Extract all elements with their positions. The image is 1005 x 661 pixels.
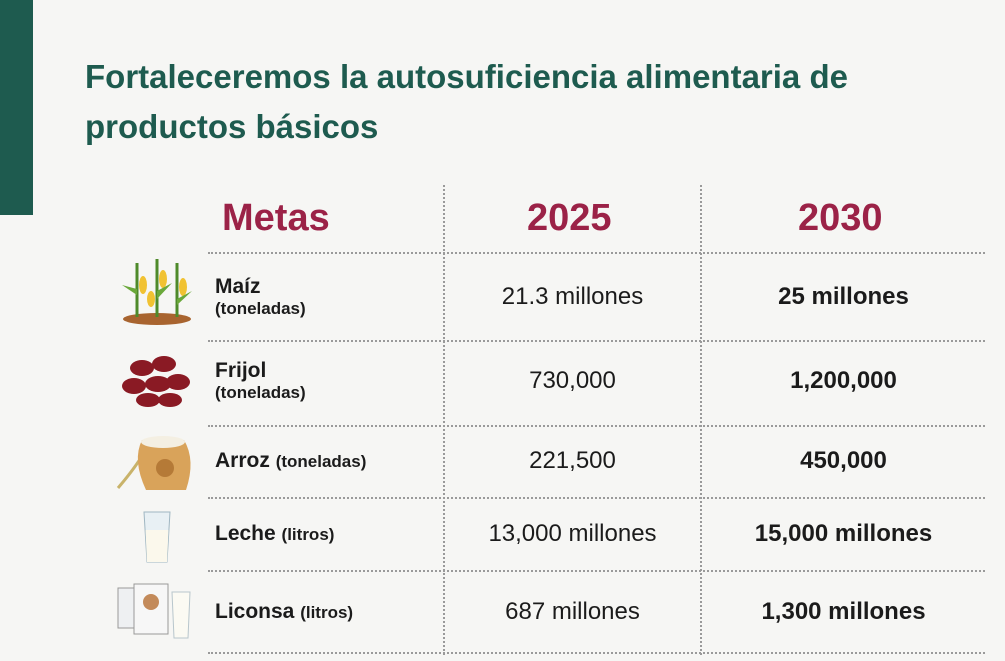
- goal-2030: 1,300 millones: [761, 598, 926, 625]
- item-name: Liconsa (litros): [215, 574, 440, 650]
- item-unit: (toneladas): [215, 299, 306, 318]
- item-name: Frijol (toneladas): [215, 346, 440, 416]
- accent-bar: [0, 0, 33, 215]
- row-divider: [208, 340, 985, 342]
- item-unit: (litros): [300, 603, 354, 622]
- item-label: Leche: [215, 522, 276, 545]
- item-label: Arroz: [215, 449, 270, 472]
- row-divider: [208, 497, 985, 499]
- column-divider: [700, 185, 702, 655]
- goal-2030: 25 millones: [778, 283, 909, 310]
- row-divider: [208, 652, 985, 654]
- row-divider: [208, 570, 985, 572]
- goal-2030: 1,200,000: [790, 367, 897, 394]
- row-divider: [208, 252, 985, 254]
- item-unit: (toneladas): [275, 452, 367, 471]
- column-divider: [443, 185, 445, 655]
- item-label: Frijol: [215, 359, 267, 382]
- item-label: Liconsa: [215, 600, 295, 623]
- goal-2025: 13,000 millones: [488, 520, 657, 547]
- goal-2025: 687 millones: [505, 598, 640, 625]
- item-unit: (toneladas): [215, 383, 306, 402]
- slide-title: Fortaleceremos la autosuficiencia alimen…: [85, 58, 848, 145]
- item-name: Maíz (toneladas): [215, 262, 440, 332]
- goal-2025: 21.3 millones: [501, 283, 644, 310]
- beans-icon: [122, 356, 190, 407]
- goal-2025: 221,500: [529, 447, 616, 474]
- column-header: 2025: [527, 197, 612, 239]
- rice-icon: [116, 436, 191, 490]
- item-label: Maíz: [215, 275, 261, 298]
- corn-icon: [122, 259, 192, 325]
- row-divider: [208, 425, 985, 427]
- item-name: Leche (litros): [215, 500, 440, 568]
- goal-2030: 15,000 millones: [754, 520, 933, 547]
- item-unit: (litros): [281, 525, 335, 544]
- milk-icon: [143, 511, 171, 563]
- column-header: Metas: [222, 197, 330, 239]
- column-header: 2030: [798, 197, 883, 239]
- liconsa-icon: [117, 583, 191, 639]
- item-name: Arroz (toneladas): [215, 428, 440, 494]
- goal-2025: 730,000: [529, 367, 616, 394]
- goal-2030: 450,000: [800, 447, 887, 474]
